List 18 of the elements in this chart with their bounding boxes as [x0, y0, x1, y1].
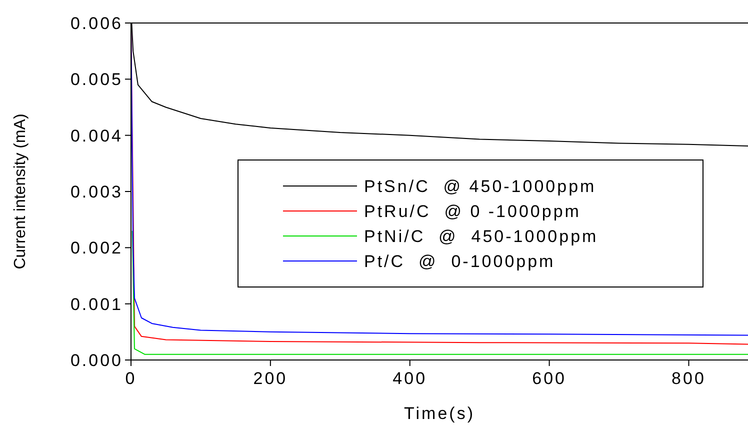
x-tick-label: 800 [672, 369, 706, 388]
x-tick-label: 0 [125, 369, 137, 388]
y-tick-label: 0.005 [70, 70, 123, 90]
y-tick-label: 0.002 [70, 238, 123, 258]
x-tick-label: 200 [253, 369, 288, 388]
y-tick-label: 0.000 [70, 351, 123, 370]
y-tick-label: 0.004 [70, 126, 123, 146]
y-axis-title: Current intensity (mA) [12, 114, 29, 270]
legend-label: PtSn/C @ 450-1000ppm [364, 177, 596, 196]
legend-label: PtRu/C @ 0 -1000ppm [364, 202, 581, 221]
legend-label: Pt/C @ 0-1000ppm [364, 252, 556, 271]
legend-label: PtNi/C @ 450-1000ppm [364, 227, 598, 246]
x-tick-label: 600 [532, 369, 566, 388]
y-tick-label: 0.006 [70, 14, 123, 33]
x-tick-label: 400 [392, 369, 428, 388]
y-tick-label: 0.001 [70, 294, 123, 314]
y-tick-label: 0.003 [70, 182, 123, 202]
x-axis-title: Time(s) [404, 404, 475, 423]
